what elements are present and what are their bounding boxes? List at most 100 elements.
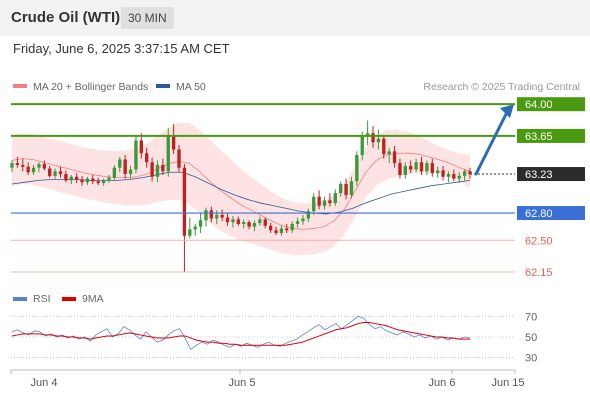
candle xyxy=(317,190,321,210)
candle-body xyxy=(290,223,294,231)
candle xyxy=(150,157,154,182)
candle-body xyxy=(128,169,133,175)
candle xyxy=(328,193,332,207)
candle xyxy=(48,165,52,178)
candle-body xyxy=(15,163,20,165)
candle xyxy=(462,169,467,181)
candle-body xyxy=(312,196,316,212)
candle-body xyxy=(457,175,461,179)
candle xyxy=(209,206,214,223)
candle xyxy=(430,158,434,177)
candle-body xyxy=(268,225,273,231)
interval-badge[interactable]: 30 MIN xyxy=(121,7,174,29)
timestamp: Friday, June 6, 2025 3:37:15 AM CET xyxy=(13,41,230,56)
candle-body xyxy=(80,179,84,183)
candle-body xyxy=(58,171,63,175)
candle-body xyxy=(306,211,311,219)
candle xyxy=(295,217,300,228)
candle xyxy=(112,164,117,181)
candle-body xyxy=(446,174,451,177)
candle xyxy=(80,175,84,186)
candle-body xyxy=(301,218,305,222)
level-label-box xyxy=(517,206,585,221)
rsi-legend-swatch xyxy=(13,297,27,301)
candle-body xyxy=(430,163,434,174)
candle-body xyxy=(349,181,354,195)
candle xyxy=(252,220,257,232)
rsi-ma-line xyxy=(11,322,470,346)
bollinger-legend-label: MA 20 + Bollinger Bands xyxy=(33,81,148,93)
candle-body xyxy=(188,229,192,236)
candle-body xyxy=(387,151,391,155)
candle-body xyxy=(371,133,375,143)
candle xyxy=(204,207,208,227)
candle xyxy=(26,162,30,175)
candle-body xyxy=(166,135,170,172)
rsi-line xyxy=(11,315,471,351)
candle-body xyxy=(225,217,230,223)
candle-body xyxy=(258,219,262,224)
candle xyxy=(96,177,100,185)
bollinger-legend-swatch xyxy=(13,84,27,88)
candle xyxy=(37,162,41,173)
forecast-arrow-head xyxy=(500,104,514,119)
candle xyxy=(21,158,25,172)
rsi-legend: RSI 9MA xyxy=(13,293,104,305)
price-levels: 64.00 63.65 63.23 62.80 62.50 62.15 xyxy=(11,97,585,279)
candle-body xyxy=(403,165,408,175)
candle-body xyxy=(376,138,381,143)
candle xyxy=(382,135,386,159)
candle-body xyxy=(279,228,284,233)
candle xyxy=(392,145,397,168)
main-legend: MA 20 + Bollinger Bands MA 50 xyxy=(13,81,206,93)
candle-body xyxy=(344,184,348,195)
rsi-ma-legend-swatch xyxy=(62,297,76,301)
candle xyxy=(101,178,106,186)
candle xyxy=(274,226,278,235)
forecast-arrow-shaft xyxy=(474,110,509,176)
ma50-legend-label: MA 50 xyxy=(176,81,206,93)
candle-body xyxy=(462,171,467,176)
x-axis: Jun 4 Jun 5 Jun 6 Jun 15 xyxy=(10,369,525,389)
instrument-title: Crude Oil (WTI) xyxy=(11,9,121,26)
candle xyxy=(182,164,187,272)
level-label: 62.80 xyxy=(525,208,553,220)
candle-body xyxy=(398,163,402,175)
candle xyxy=(74,173,79,184)
candle-body xyxy=(107,177,111,181)
candle-body xyxy=(274,230,278,233)
candle-body xyxy=(37,164,41,168)
candle-body xyxy=(74,176,79,180)
x-tick-label: Jun 4 xyxy=(31,377,58,389)
candle xyxy=(258,216,262,226)
candle-body xyxy=(409,165,413,170)
candle xyxy=(268,223,273,233)
candle xyxy=(387,147,391,164)
level-label-box xyxy=(517,167,585,182)
candle-body xyxy=(21,164,25,167)
candle-body xyxy=(452,174,456,179)
candle xyxy=(177,145,181,173)
candle-body xyxy=(150,162,154,177)
candle xyxy=(425,160,429,175)
candle xyxy=(64,170,68,183)
candle-body xyxy=(171,135,176,150)
candle-body xyxy=(91,178,95,182)
candle-body xyxy=(295,221,300,224)
candle xyxy=(118,156,122,173)
level-label: 63.65 xyxy=(525,131,553,143)
header-bar: Crude Oil (WTI) 30 MIN xyxy=(0,0,590,36)
candle-body xyxy=(365,133,370,136)
level-label: 62.50 xyxy=(525,235,553,247)
candle-body xyxy=(468,171,472,175)
candle-body xyxy=(123,159,127,175)
rsi-tick-label: 30 xyxy=(525,353,537,365)
level-label-box xyxy=(517,128,585,143)
candle xyxy=(306,208,311,223)
candle xyxy=(198,213,203,233)
candle-body xyxy=(215,214,219,219)
candle xyxy=(398,158,402,179)
rsi-tick-label: 50 xyxy=(525,332,537,344)
candle-body xyxy=(198,220,203,227)
level-label-box xyxy=(517,97,585,112)
